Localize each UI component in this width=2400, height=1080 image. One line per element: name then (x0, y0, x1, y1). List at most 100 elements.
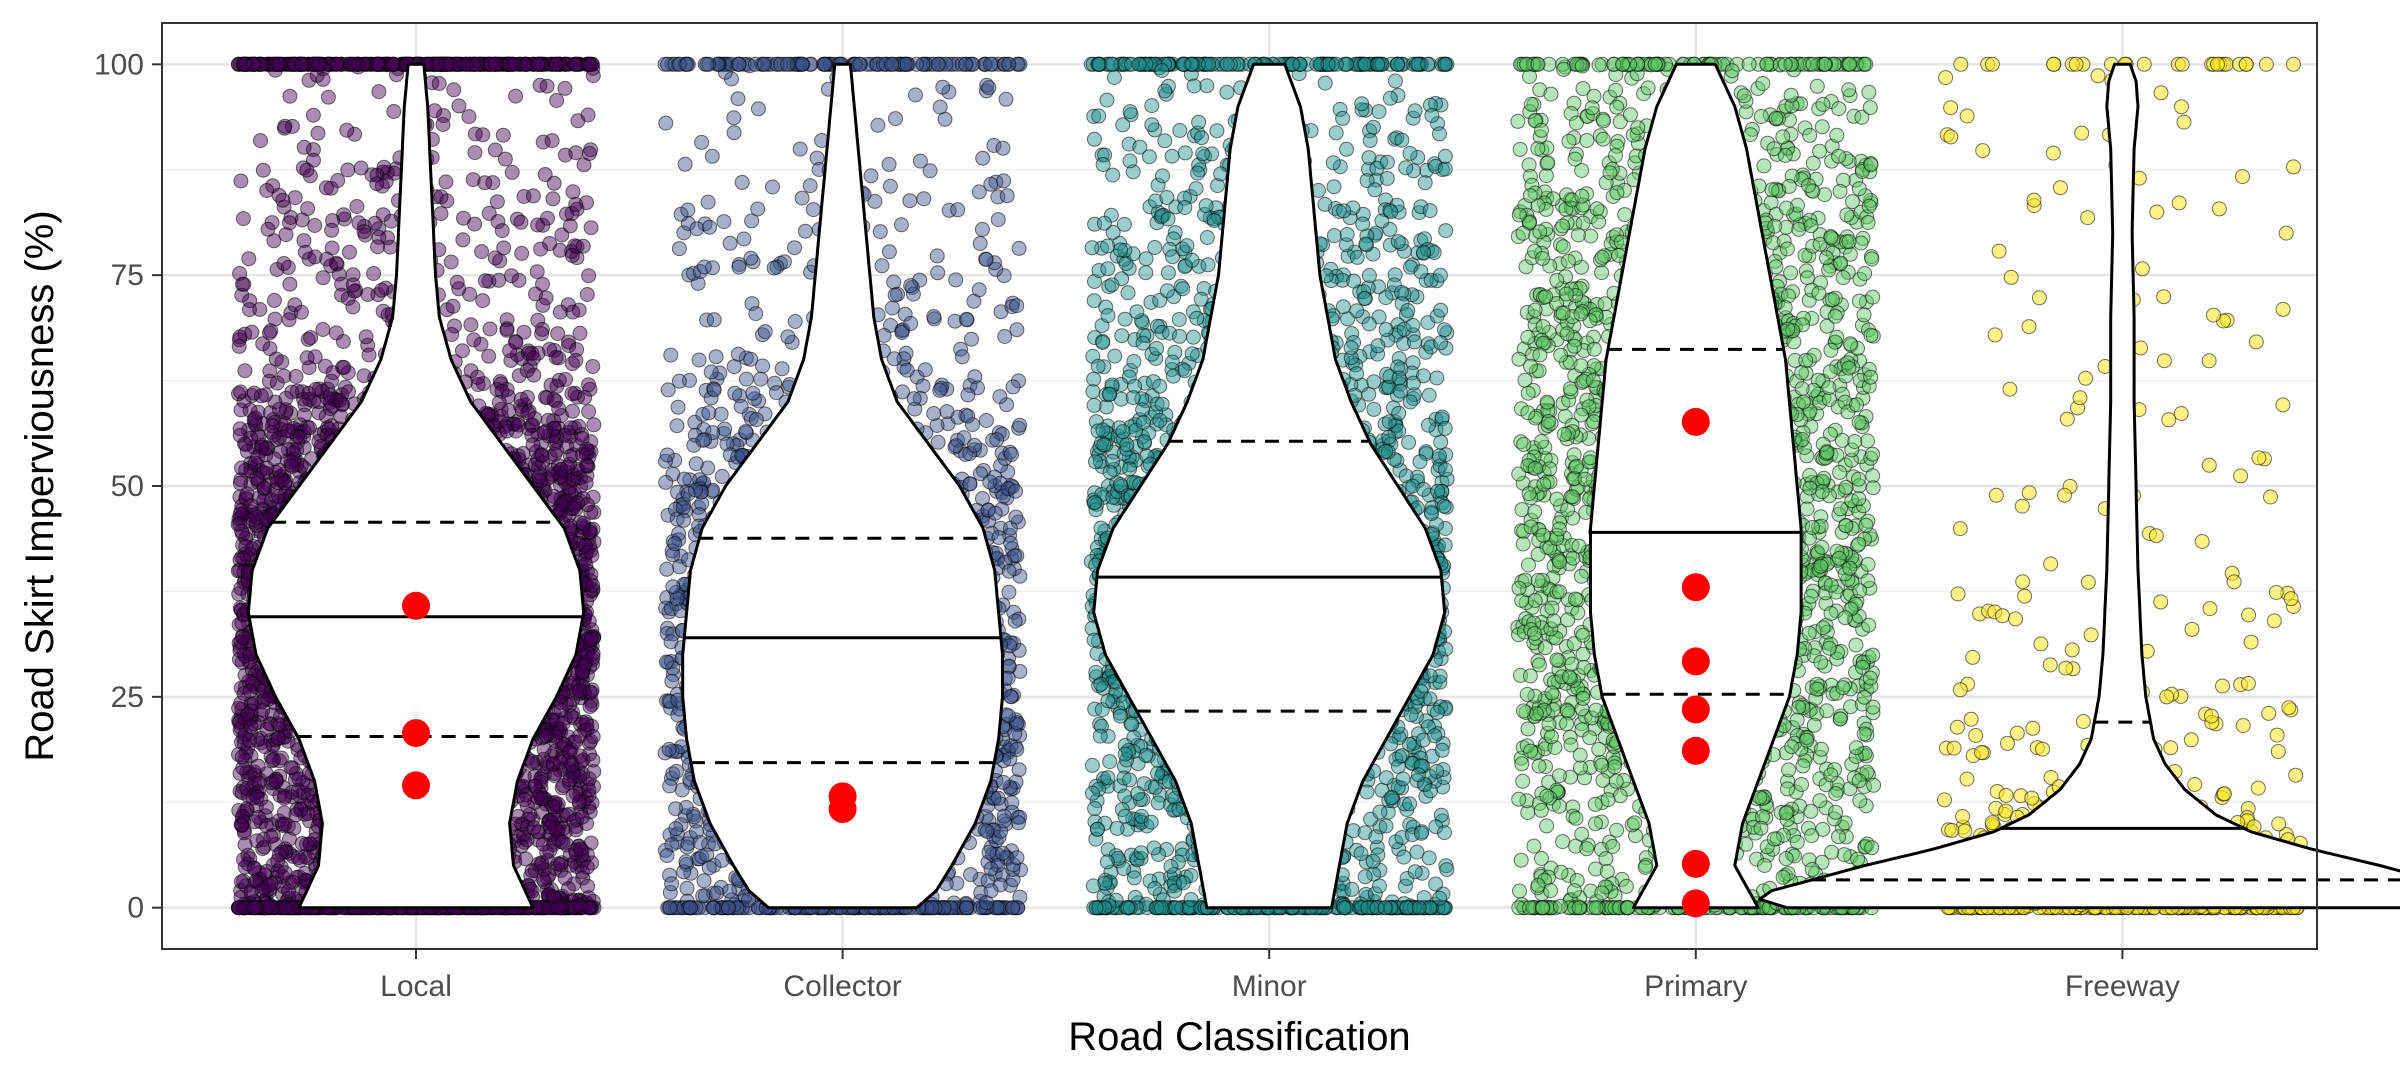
jitter-point (449, 274, 465, 290)
jitter-point (539, 78, 555, 94)
jitter-point (235, 211, 251, 227)
jitter-point (490, 214, 506, 230)
jitter-point (241, 251, 257, 267)
jitter-point (585, 359, 601, 374)
jitter-point (315, 270, 331, 286)
jitter-point (553, 857, 568, 872)
jitter-point (382, 239, 398, 255)
jitter-point (234, 523, 250, 539)
jitter-point (364, 167, 380, 183)
jitter-point (310, 125, 326, 141)
jitter-point (487, 250, 503, 266)
jitter-point (329, 56, 345, 72)
jitter-point (255, 162, 271, 178)
jitter-point (477, 273, 493, 289)
jitter-point (581, 146, 597, 161)
jitter-point (466, 332, 482, 348)
jitter-point (565, 184, 581, 200)
jitter-point (232, 475, 248, 491)
jitter-point (574, 809, 590, 825)
jitter-point (535, 836, 551, 852)
jitter-point (502, 343, 518, 359)
jitter-point (487, 142, 503, 158)
jitter-point (360, 287, 376, 302)
jitter-point (275, 192, 291, 208)
jitter-point (296, 139, 312, 155)
jitter-point (254, 882, 270, 898)
jitter-point (581, 268, 597, 284)
jitter-point (481, 348, 497, 364)
jitter-point (271, 56, 287, 72)
jitter-point (549, 443, 565, 458)
jitter-point (337, 211, 352, 227)
jitter-point (299, 836, 314, 852)
jitter-point (307, 218, 323, 233)
jitter-point (485, 175, 501, 191)
jitter-point (366, 266, 382, 281)
jitter-point (545, 799, 561, 815)
jitter-point (446, 82, 462, 98)
jitter-point (543, 377, 559, 393)
jitter-point (435, 117, 451, 132)
jitter-point (456, 210, 471, 226)
jitter-point (516, 792, 532, 808)
jitter-point (557, 80, 573, 96)
jitter-point (547, 821, 563, 837)
jitter-point (522, 358, 538, 374)
jitter-point (282, 88, 298, 104)
jitter-point (536, 425, 552, 441)
jitter-point (489, 194, 505, 210)
jitter-point (564, 757, 580, 773)
jitter-point (555, 716, 571, 731)
jitter-point (562, 744, 578, 760)
jitter-point (233, 173, 249, 189)
jitter-point (277, 865, 293, 881)
jitter-point (461, 109, 477, 125)
jitter-point (482, 321, 498, 337)
jitter-point (320, 89, 336, 105)
jitter-point (276, 368, 292, 384)
jitter-point (574, 430, 590, 446)
jitter-point (514, 245, 530, 261)
jitter-point (271, 488, 287, 504)
jitter-point (544, 133, 560, 149)
jitter-point (345, 299, 361, 315)
jitter-point (248, 509, 264, 525)
jitter-point (508, 88, 524, 104)
jitter-point (303, 330, 319, 346)
jitter-point (511, 272, 527, 288)
jitter-point (266, 292, 282, 308)
jitter-point (292, 429, 308, 445)
jitter-point (353, 160, 369, 176)
jitter-point (427, 103, 443, 119)
jitter-point (451, 98, 467, 114)
jitter-point (233, 384, 249, 400)
jitter-point (263, 323, 279, 339)
jitter-point (370, 239, 386, 255)
jitter-point (361, 347, 377, 363)
jitter-point (499, 322, 515, 338)
jitter-point (564, 386, 580, 402)
jitter-point (555, 834, 571, 850)
jitter-point (455, 232, 471, 248)
jitter-point (297, 865, 313, 881)
jitter-point (572, 325, 588, 341)
jitter-point (281, 312, 297, 328)
jitter-point (336, 207, 352, 223)
jitter-point (255, 702, 271, 718)
jitter-point (358, 329, 374, 345)
jitter-point (283, 210, 299, 225)
jitter-point (550, 326, 566, 342)
jitter-point (469, 56, 485, 72)
jitter-point (535, 871, 551, 887)
jitter-point (300, 201, 316, 217)
jitter-point (431, 76, 447, 91)
jitter-point (234, 460, 249, 476)
jitter-point (549, 93, 565, 108)
jitter-point (568, 145, 584, 161)
jitter-point (562, 218, 578, 234)
jitter-point (282, 276, 298, 292)
jitter-point (253, 388, 269, 404)
jitter-point (293, 304, 309, 320)
jitter-point (438, 174, 454, 190)
